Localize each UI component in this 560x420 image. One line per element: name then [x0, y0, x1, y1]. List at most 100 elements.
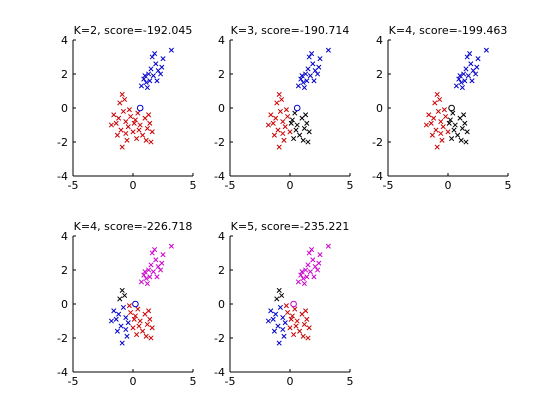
data-point [450, 110, 456, 116]
data-point [276, 340, 282, 346]
x-tick-label: 0 [130, 375, 137, 388]
data-point [143, 275, 149, 282]
data-point [285, 309, 291, 316]
data-point [292, 306, 298, 312]
data-point [160, 56, 166, 62]
data-point [311, 78, 317, 84]
data-point [275, 127, 281, 133]
data-point [303, 112, 309, 118]
series-3 [293, 104, 301, 112]
y-tick-label: -4 [214, 366, 225, 379]
series-1 [138, 47, 174, 91]
data-point [276, 287, 282, 293]
series-0 [108, 304, 131, 346]
data-point [271, 328, 277, 334]
data-point [280, 326, 286, 333]
chart-title: K=5, score=-235.221 [231, 220, 350, 233]
data-point [135, 306, 141, 312]
data-point [146, 308, 152, 314]
subplot-k3: K=3, score=-190.714 -5 0 5 -4 -2 0 2 4 [214, 24, 353, 192]
data-point [447, 117, 453, 123]
y-tick-label: -4 [372, 170, 383, 183]
data-point [288, 120, 294, 126]
data-point [438, 119, 444, 125]
data-point [126, 107, 132, 113]
data-point [119, 144, 125, 150]
y-tick-label: 0 [61, 102, 68, 115]
data-point [462, 78, 468, 84]
data-point [274, 296, 280, 302]
series-3 [138, 243, 174, 287]
data-point [130, 129, 136, 135]
data-point [307, 73, 313, 79]
data-point [294, 318, 300, 324]
data-point [141, 272, 147, 278]
x-tick-label: 5 [347, 375, 354, 388]
y-tick-label: 4 [218, 34, 225, 47]
data-point [280, 119, 286, 125]
data-point [147, 274, 153, 280]
y-tick-label: -2 [57, 332, 68, 345]
data-point [434, 91, 440, 97]
data-point [451, 127, 457, 133]
data-point [140, 328, 146, 334]
data-point [300, 333, 306, 339]
data-point [268, 112, 274, 118]
data-point [435, 108, 441, 114]
data-point [134, 332, 140, 338]
data-point [268, 308, 274, 314]
chart-title: K=3, score=-190.714 [231, 24, 350, 37]
data-point [300, 275, 306, 282]
series-2 [283, 303, 312, 341]
data-point [452, 122, 458, 128]
data-point [464, 54, 470, 60]
data-point [292, 110, 298, 116]
data-point [277, 108, 283, 114]
x-tick-label: -5 [383, 179, 394, 192]
series-3 [448, 104, 455, 112]
data-point [122, 96, 128, 103]
centroid-marker [290, 300, 297, 308]
data-point [116, 115, 122, 121]
y-tick-label: 0 [218, 102, 225, 115]
data-point [306, 54, 312, 60]
data-point [299, 73, 305, 79]
y-tick-label: 4 [61, 230, 68, 243]
data-point [291, 332, 297, 338]
data-point [149, 54, 155, 60]
data-point [130, 325, 136, 331]
data-point [475, 56, 481, 62]
data-point [131, 316, 137, 322]
data-point [150, 269, 156, 275]
data-point [304, 316, 310, 322]
data-point [295, 83, 301, 89]
data-point [146, 71, 152, 77]
data-point [117, 100, 123, 106]
data-point [474, 64, 480, 70]
data-point [143, 137, 149, 143]
data-point [148, 335, 154, 341]
x-tick-label: 0 [287, 179, 294, 192]
y-tick-label: -4 [57, 170, 68, 183]
data-point [438, 130, 444, 137]
y-tick-label: 4 [218, 230, 225, 243]
subplot-k2: K=2, score=-192.045 -5 0 5 -4 -2 0 2 4 [57, 24, 196, 192]
data-point [440, 124, 446, 130]
data-point [288, 316, 294, 322]
data-point [301, 85, 307, 91]
data-point [305, 262, 311, 268]
data-point [123, 326, 129, 333]
subplot-k4-a: K=4, score=-199.463 -5 0 5 -4 -2 0 2 4 [372, 24, 511, 192]
data-point [287, 129, 293, 135]
data-point [310, 257, 316, 263]
x-tick-label: -5 [68, 375, 79, 388]
data-point [123, 315, 129, 321]
data-point [146, 267, 152, 273]
data-point [114, 132, 120, 138]
data-point [467, 51, 473, 57]
data-point [461, 112, 467, 118]
data-point [153, 61, 159, 67]
data-point [114, 328, 120, 334]
data-point [303, 71, 309, 77]
data-point [304, 274, 310, 280]
